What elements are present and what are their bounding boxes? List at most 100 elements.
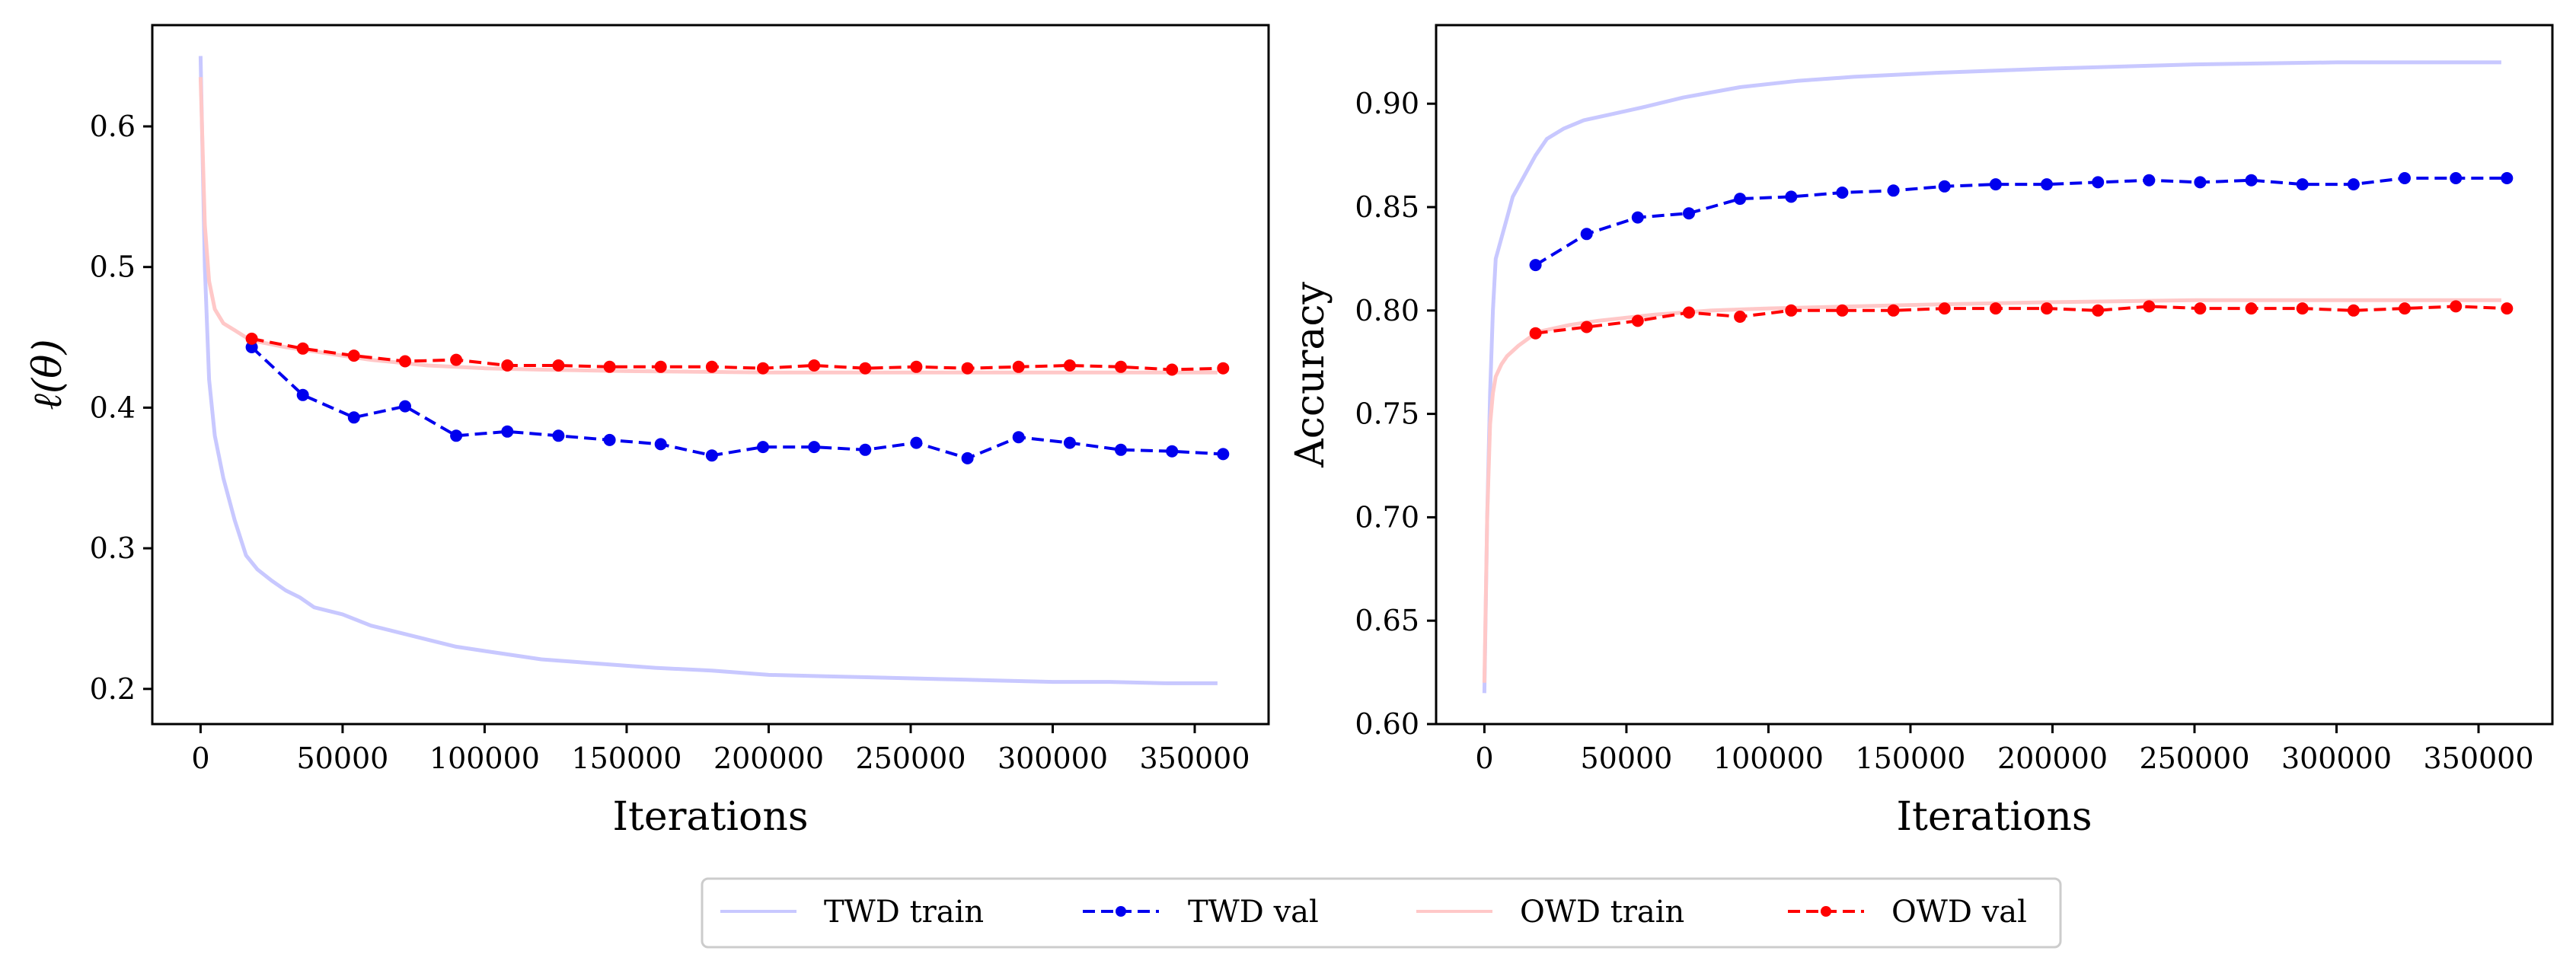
- accuracy-chart-panel: 0 50000 100000 150000 200000 250000 300000 3500…: [1288, 24, 2554, 840]
- loss-chart-ytick-label: 0.5: [90, 250, 136, 284]
- loss-chart-point-owd-val: [1115, 360, 1127, 373]
- accuracy-chart-point-twd-val: [2450, 172, 2463, 184]
- loss-chart-xtick-label: 50000: [296, 742, 388, 775]
- loss-chart-point-twd-val: [501, 425, 514, 438]
- loss-chart-ytick-label: 0.2: [90, 672, 136, 706]
- accuracy-chart-point-twd-val: [1683, 207, 1695, 220]
- accuracy-chart-point-twd-val: [2399, 172, 2411, 184]
- accuracy-chart-ticks: 0 50000 100000 150000 200000 250000 300000 3500…: [1355, 87, 2533, 775]
- legend-label-twd-val: TWD val: [1188, 895, 1319, 930]
- loss-chart-point-twd-val: [399, 400, 411, 413]
- accuracy-chart-point-twd-val: [2347, 178, 2360, 191]
- accuracy-chart-point-twd-val: [1529, 259, 1542, 272]
- loss-chart-point-owd-val: [450, 353, 463, 366]
- accuracy-chart-point-owd-val: [1785, 304, 1798, 317]
- loss-chart-point-twd-val: [961, 451, 974, 464]
- loss-chart-ticks: 0 50000 100000 150000 200000 250000 300000 3500…: [90, 110, 1250, 775]
- legend-label-owd-train: OWD train: [1520, 895, 1684, 930]
- accuracy-chart-point-twd-val: [2092, 176, 2105, 189]
- loss-chart-point-owd-val: [859, 362, 872, 375]
- loss-chart-series-twd-train: [198, 56, 1218, 685]
- legend-box: [701, 877, 2062, 949]
- loss-chart-xtick-label: 350000: [1139, 742, 1250, 775]
- loss-chart-xtick-label: 250000: [855, 742, 966, 775]
- loss-chart-xtick-label: 0: [191, 742, 209, 775]
- loss-chart-point-owd-val: [705, 360, 718, 373]
- accuracy-chart-point-owd-val: [1887, 304, 1900, 317]
- loss-chart-point-owd-val: [808, 359, 821, 372]
- accuracy-chart-xtick-label: 150000: [1855, 742, 1965, 775]
- legend-marker-owd-val: [1821, 906, 1831, 917]
- accuracy-chart-point-owd-val: [1580, 321, 1593, 333]
- loss-chart-point-owd-val: [552, 359, 565, 372]
- accuracy-chart-series-twd-val: [1534, 177, 2507, 266]
- loss-chart-point-owd-val: [1012, 360, 1025, 373]
- accuracy-chart-point-owd-val: [1631, 314, 1644, 327]
- legend-label-twd-train: TWD train: [824, 895, 984, 930]
- loss-chart-point-owd-val: [961, 362, 974, 375]
- accuracy-chart-point-owd-val: [1836, 304, 1849, 317]
- loss-chart-ytick-label: 0.3: [90, 531, 136, 565]
- accuracy-chart-point-owd-val: [1989, 302, 2002, 315]
- accuracy-chart-point-twd-val: [1631, 211, 1644, 224]
- accuracy-chart-point-owd-val: [2092, 304, 2105, 317]
- loss-chart-point-twd-val: [859, 443, 872, 456]
- accuracy-chart-point-owd-val: [2296, 302, 2309, 315]
- accuracy-chart-point-twd-val: [1938, 180, 1951, 193]
- accuracy-chart-point-owd-val: [2347, 304, 2360, 317]
- accuracy-chart-ytick-label: 0.80: [1355, 294, 1419, 327]
- accuracy-chart-point-twd-val: [1580, 228, 1593, 241]
- accuracy-chart-ytick-label: 0.90: [1355, 87, 1419, 120]
- accuracy-chart-xtick-label: 50000: [1580, 742, 1672, 775]
- loss-chart-ytick-label: 0.6: [90, 110, 136, 143]
- accuracy-chart-xlabel: Iterations: [1896, 794, 2092, 840]
- loss-chart-series: [198, 56, 1230, 685]
- loss-chart-point-owd-val: [603, 360, 616, 373]
- accuracy-chart-xtick-label: 0: [1475, 742, 1493, 775]
- loss-chart-xtick-label: 150000: [571, 742, 682, 775]
- legend-label-owd-val: OWD val: [1891, 895, 2027, 930]
- accuracy-chart-point-owd-val: [2450, 300, 2463, 313]
- loss-chart-point-owd-val: [654, 360, 667, 373]
- loss-chart-point-twd-val: [1166, 445, 1179, 458]
- loss-chart-point-owd-val: [347, 349, 360, 362]
- accuracy-chart-xtick-label: 350000: [2423, 742, 2533, 775]
- accuracy-chart-point-twd-val: [2143, 174, 2156, 187]
- accuracy-chart-point-twd-val: [1785, 190, 1798, 203]
- accuracy-chart-point-twd-val: [2501, 172, 2514, 184]
- legend-item-twd-val: TWD val: [1083, 895, 1319, 930]
- loss-chart-point-twd-val: [1217, 448, 1230, 461]
- accuracy-chart-xtick-label: 250000: [2139, 742, 2249, 775]
- loss-chart-point-owd-val: [501, 359, 514, 372]
- accuracy-chart-ytick-label: 0.75: [1355, 397, 1419, 431]
- loss-chart-point-twd-val: [347, 411, 360, 424]
- accuracy-chart-point-owd-val: [2245, 302, 2258, 315]
- accuracy-chart-xtick-label: 200000: [1997, 742, 2108, 775]
- loss-chart-xlabel: Iterations: [612, 794, 808, 840]
- loss-chart-frame: [151, 24, 1270, 726]
- loss-chart-point-owd-val: [1217, 362, 1230, 375]
- legend-marker-twd-val: [1116, 906, 1126, 917]
- legend-item-owd-train: OWD train: [1416, 895, 1684, 930]
- loss-chart-point-twd-val: [603, 433, 616, 446]
- loss-chart-point-twd-val: [654, 438, 667, 451]
- accuracy-chart-ylabel: Accuracy: [1288, 282, 1333, 468]
- loss-chart-ylabel: ℓ(θ): [25, 339, 71, 410]
- loss-chart-xtick-label: 300000: [998, 742, 1108, 775]
- accuracy-chart-xtick-label: 100000: [1713, 742, 1824, 775]
- accuracy-chart-point-owd-val: [2399, 302, 2411, 315]
- accuracy-chart-point-twd-val: [2245, 174, 2258, 187]
- loss-chart-point-twd-val: [450, 429, 463, 442]
- loss-chart-point-owd-val: [296, 342, 309, 355]
- accuracy-chart-point-owd-val: [2041, 302, 2053, 315]
- loss-chart-point-twd-val: [808, 441, 821, 454]
- accuracy-chart-point-owd-val: [1683, 306, 1695, 319]
- loss-chart-panel: 0 50000 100000 150000 200000 250000 300000 3500…: [25, 24, 1270, 840]
- loss-chart-point-owd-val: [245, 332, 258, 345]
- accuracy-chart-ytick-label: 0.60: [1355, 707, 1419, 741]
- loss-chart-point-twd-val: [1063, 436, 1076, 449]
- accuracy-chart-point-owd-val: [2501, 302, 2514, 315]
- accuracy-chart-point-twd-val: [2194, 176, 2207, 189]
- loss-chart-point-owd-val: [1166, 363, 1179, 376]
